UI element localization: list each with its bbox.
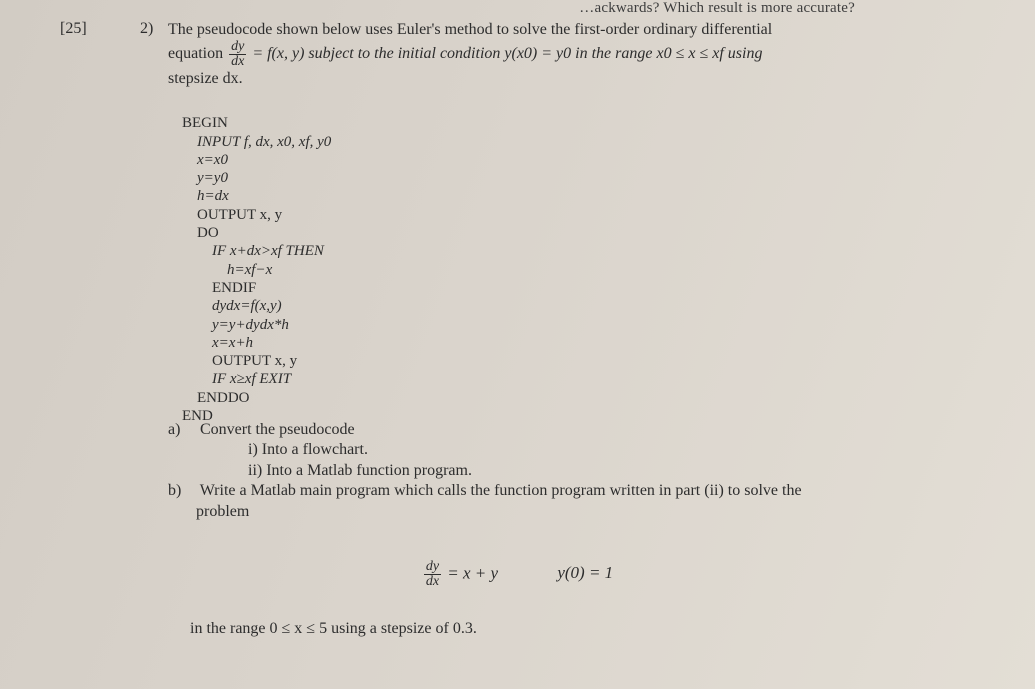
pseudo-line: OUTPUT x, y: [182, 353, 297, 369]
intro-line-2: equation dydx = f(x, y) subject to the i…: [168, 40, 965, 69]
pseudo-line: IF x+dx>xf THEN: [182, 243, 324, 259]
part-a-line: a) Convert the pseudocode: [168, 420, 802, 440]
frac-num: dy: [229, 40, 246, 55]
pseudo-line: dydx=f(x,y): [182, 298, 282, 314]
part-a-text: Convert the pseudocode: [200, 421, 355, 438]
equation-fraction: dy dx: [424, 560, 441, 589]
points-tag: [25]: [60, 20, 87, 38]
part-b-text2: problem: [196, 502, 802, 522]
pseudo-line: BEGIN: [182, 115, 228, 131]
part-a-label: a): [168, 420, 196, 440]
page-top-fragment: …ackwards? Which result is more accurate…: [579, 0, 855, 17]
eq-frac-num: dy: [424, 560, 441, 575]
pseudo-line: h=xf−x: [182, 262, 272, 278]
pseudo-line: OUTPUT x, y: [182, 207, 282, 223]
part-b-line: b) Write a Matlab main program which cal…: [168, 481, 802, 501]
eq-frac-den: dx: [424, 575, 441, 589]
intro-pre: equation: [168, 45, 227, 62]
part-b-label: b): [168, 481, 196, 501]
question-number: 2): [140, 20, 153, 38]
pseudo-line: DO: [182, 225, 219, 241]
scanned-page: …ackwards? Which result is more accurate…: [0, 0, 1035, 689]
intro-mid: = f(x, y) subject to the initial conditi…: [248, 45, 762, 62]
pseudocode-block: BEGIN INPUT f, dx, x0, xf, y0 x=x0 y=y0 …: [182, 96, 331, 425]
pseudo-line: x=x+h: [182, 335, 253, 351]
intro-stepsize: stepsize dx.: [168, 70, 243, 87]
pseudo-line: h=dx: [182, 188, 229, 204]
pseudo-line: x=x0: [182, 152, 228, 168]
frac-den: dx: [229, 55, 246, 69]
pseudo-line: IF x≥xf EXIT: [182, 371, 291, 387]
intro-line-3: stepsize dx.: [168, 69, 965, 89]
closing-line: in the range 0 ≤ x ≤ 5 using a stepsize …: [190, 620, 477, 638]
pseudo-line: y=y+dydx*h: [182, 317, 289, 333]
equation-center: dy dx = x + y: [422, 560, 498, 589]
intro-line-1: The pseudocode shown below uses Euler's …: [168, 20, 965, 40]
eq-initial-condition: y(0) = 1: [557, 563, 613, 583]
question-intro: The pseudocode shown below uses Euler's …: [168, 20, 965, 89]
part-a-i: i) Into a flowchart.: [248, 440, 802, 460]
pseudo-line: INPUT f, dx, x0, xf, y0: [182, 134, 331, 150]
part-b-text: Write a Matlab main program which calls …: [200, 482, 802, 499]
pseudo-line: y=y0: [182, 170, 228, 186]
fraction-dy-dx: dydx: [229, 40, 246, 69]
subparts: a) Convert the pseudocode i) Into a flow…: [168, 420, 802, 522]
pseudo-line: ENDDO: [182, 390, 250, 406]
pseudo-line: ENDIF: [182, 280, 256, 296]
part-a-ii: ii) Into a Matlab function program.: [248, 461, 802, 481]
eq-rhs: = x + y: [443, 563, 498, 582]
equation-line: dy dx = x + y y(0) = 1: [0, 560, 1035, 589]
